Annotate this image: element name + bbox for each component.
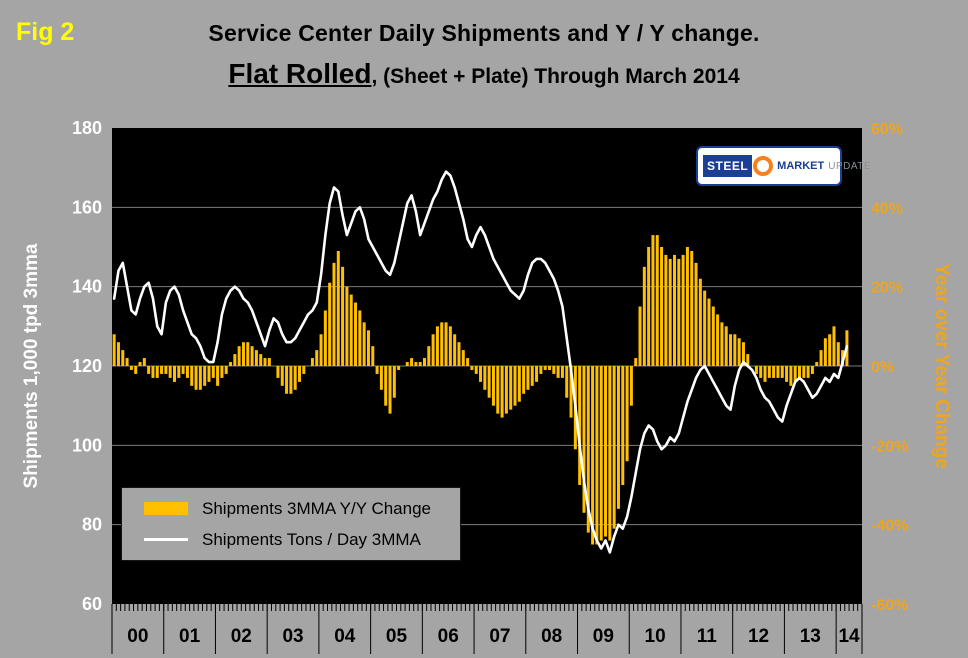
- svg-text:09: 09: [593, 626, 614, 647]
- left-axis-tick-labels: 180 160 140 120 100 80 60: [72, 118, 102, 614]
- svg-text:180: 180: [72, 118, 102, 138]
- gridlines: [112, 206, 862, 526]
- svg-text:08: 08: [541, 626, 562, 647]
- chart-legend: Shipments 3MMA Y/Y Change Shipments Tons…: [121, 487, 461, 561]
- x-axis-year-separators: [111, 604, 863, 654]
- logo-steel-text: STEEL: [703, 155, 753, 177]
- svg-text:60%: 60%: [871, 121, 903, 138]
- line-swatch-icon: [144, 538, 188, 541]
- logo-update-text: UPDATE: [828, 160, 872, 172]
- left-axis-title: Shipments 1,000 tpd 3mma: [21, 243, 42, 489]
- x-axis-year-labels: 00 01 02 03 04 05 06 07 08 09 10 11 12 13 14: [127, 626, 860, 647]
- svg-text:140: 140: [72, 277, 102, 297]
- legend-item-yy-change: Shipments 3MMA Y/Y Change: [144, 499, 460, 519]
- svg-text:11: 11: [697, 626, 718, 647]
- svg-text:120: 120: [72, 356, 102, 376]
- svg-text:04: 04: [334, 626, 356, 647]
- legend-label-shipments: Shipments Tons / Day 3MMA: [202, 529, 421, 549]
- svg-text:07: 07: [489, 626, 510, 647]
- svg-text:-20%: -20%: [871, 438, 908, 455]
- x-axis-month-ticks: [111, 604, 863, 611]
- svg-text:60: 60: [82, 594, 102, 614]
- svg-text:14: 14: [838, 626, 860, 647]
- svg-text:13: 13: [800, 626, 821, 647]
- right-axis-tick-labels: 60% 40% 20% 0% -20% -40% -60%: [871, 121, 908, 614]
- logo-ring-icon: [753, 156, 774, 176]
- svg-text:02: 02: [231, 626, 252, 647]
- legend-item-shipments: Shipments Tons / Day 3MMA: [144, 530, 460, 550]
- chart-title-product: Flat Rolled: [228, 58, 372, 89]
- svg-text:160: 160: [72, 197, 102, 217]
- svg-text:03: 03: [282, 626, 303, 647]
- yy-change-bars: [112, 235, 849, 545]
- right-axis-title: Year over Year Change: [931, 263, 952, 469]
- svg-text:10: 10: [645, 626, 666, 647]
- svg-text:-60%: -60%: [871, 597, 908, 614]
- svg-text:00: 00: [127, 626, 148, 647]
- chart-title-line2: Flat Rolled, (Sheet + Plate) Through Mar…: [0, 58, 968, 90]
- svg-text:20%: 20%: [871, 280, 903, 297]
- logo-market-text: MARKET: [777, 160, 825, 172]
- legend-label-yy-change: Shipments 3MMA Y/Y Change: [202, 498, 432, 518]
- svg-text:06: 06: [438, 626, 459, 647]
- chart-title-line1: Service Center Daily Shipments and Y / Y…: [208, 20, 760, 46]
- steel-market-update-logo: STEEL MARKET UPDATE: [696, 146, 871, 186]
- figure-number-label: Fig 2: [16, 18, 75, 46]
- chart-title-detail: , (Sheet + Plate) Through March 2014: [371, 65, 740, 88]
- svg-text:05: 05: [386, 626, 408, 647]
- svg-text:40%: 40%: [871, 200, 903, 217]
- bar-swatch-icon: [144, 502, 188, 515]
- svg-text:12: 12: [748, 626, 769, 647]
- svg-text:-40%: -40%: [871, 518, 908, 535]
- svg-text:100: 100: [72, 435, 102, 455]
- svg-text:01: 01: [179, 626, 201, 647]
- shipments-line: [112, 170, 849, 554]
- svg-text:80: 80: [82, 515, 102, 535]
- svg-text:0%: 0%: [871, 359, 894, 376]
